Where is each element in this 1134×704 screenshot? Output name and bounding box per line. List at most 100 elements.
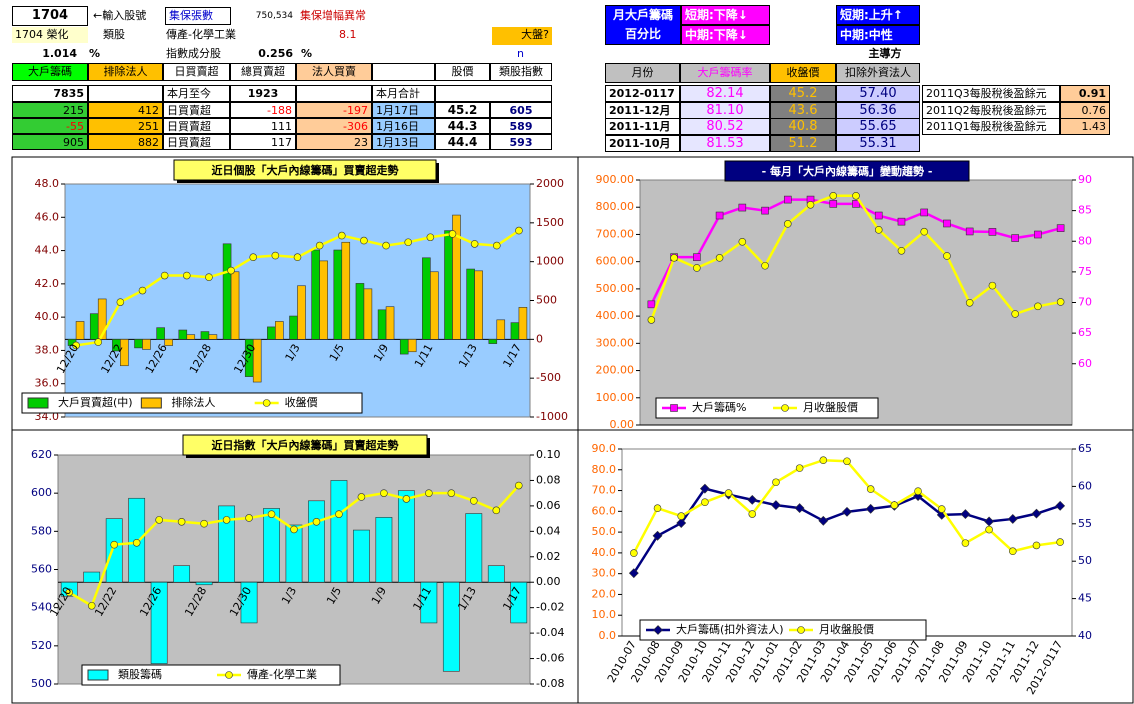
- tick-label: 90.0: [592, 442, 617, 455]
- tick-label: 80.0: [592, 463, 617, 476]
- bar: [156, 327, 165, 340]
- cell: 1月17日: [372, 102, 435, 118]
- title-box: [173, 159, 437, 181]
- pct1: %: [89, 47, 101, 60]
- bar: [333, 249, 343, 340]
- cell: 605: [490, 102, 552, 118]
- n-label: n: [517, 47, 524, 60]
- tick-label: 50: [1078, 554, 1092, 567]
- tick-label: 20.0: [592, 587, 617, 600]
- bar: [263, 508, 280, 583]
- cell: 251: [88, 118, 163, 134]
- point: [380, 489, 388, 497]
- point: [200, 519, 208, 528]
- cell: 45.2: [435, 102, 490, 118]
- point: [738, 203, 747, 212]
- header-cell: 月份: [605, 63, 680, 83]
- cell: 589: [490, 118, 552, 134]
- cell: 40.8: [770, 118, 836, 136]
- point: [425, 489, 433, 497]
- point: [1031, 508, 1042, 519]
- eps-label: 2011Q3每股稅後盈餘元: [922, 85, 1060, 102]
- tick-label: 46.0: [35, 210, 60, 223]
- point: [829, 200, 838, 208]
- point: [337, 231, 346, 240]
- bar: [385, 306, 395, 340]
- legend-swatch: [27, 397, 49, 409]
- point: [715, 254, 724, 262]
- bar: [430, 271, 439, 340]
- tick-label: 55: [1078, 517, 1092, 530]
- tick-label: 42.0: [35, 277, 60, 290]
- bar: [399, 339, 409, 355]
- point: [177, 517, 186, 526]
- point: [693, 253, 701, 261]
- header-cell: 排除法人: [88, 63, 163, 81]
- tick-label: 0.06: [536, 499, 561, 512]
- bar: [375, 517, 393, 583]
- cell: 82.14: [680, 85, 770, 102]
- chart-title: - 每月「大戶內線籌碼」變動趨勢 -: [762, 164, 933, 178]
- tick-label: 36.0: [35, 377, 60, 390]
- point: [771, 500, 781, 511]
- margin-label: 集保張數: [165, 7, 231, 25]
- cell: 日買賣超: [163, 134, 230, 150]
- tick-label: 40: [1078, 629, 1092, 642]
- cell: 51.2: [770, 135, 836, 153]
- eps-value: 0.91: [1060, 85, 1110, 102]
- tick-label: 540: [31, 601, 52, 614]
- point: [943, 252, 951, 260]
- bar: [397, 490, 415, 583]
- ratio2: 0.256: [258, 47, 293, 60]
- point: [852, 200, 860, 208]
- point: [470, 240, 479, 248]
- bar: [488, 339, 498, 344]
- cell: 2011-12月: [605, 101, 680, 119]
- cell: -197: [296, 102, 372, 118]
- point: [357, 493, 366, 501]
- cell: 本月至今: [163, 85, 230, 102]
- cell: 1月13日: [372, 134, 435, 150]
- point: [693, 264, 701, 272]
- tick-label: -0.06: [536, 652, 564, 665]
- point: [312, 517, 321, 526]
- cell: 882: [88, 134, 163, 150]
- point: [470, 496, 478, 505]
- point: [943, 219, 951, 228]
- tick-label: 44.0: [35, 244, 60, 257]
- legend-label: 大戶買賣超(中): [58, 395, 133, 409]
- bar: [186, 334, 196, 340]
- bar: [297, 285, 306, 340]
- tick-label: 85: [1078, 204, 1092, 217]
- point: [382, 241, 390, 250]
- tick-label: 0.0: [599, 629, 617, 642]
- tick-label: 0: [536, 332, 543, 345]
- point: [897, 217, 906, 226]
- header-cell: 收盤價: [770, 63, 836, 83]
- tick-label: 90: [1078, 173, 1092, 186]
- tick-label: 75: [1078, 265, 1092, 278]
- tick-label: 65: [1078, 442, 1092, 455]
- stock-code[interactable]: 1704: [12, 6, 88, 26]
- tick-label: 40.0: [35, 310, 60, 323]
- bar: [89, 313, 99, 340]
- mid-term-2: 中期:中性: [836, 25, 920, 45]
- point: [960, 509, 971, 520]
- point: [965, 298, 974, 307]
- tick-label: 0.02: [536, 550, 561, 563]
- bar: [308, 500, 325, 583]
- legend: [655, 397, 879, 419]
- bar: [200, 331, 210, 340]
- tick-label: 200.00: [596, 364, 635, 377]
- mid-term-1: 中期:下降↓: [681, 25, 770, 45]
- bar: [510, 322, 520, 340]
- tick-label: 45: [1078, 592, 1092, 605]
- cell: 56.36: [836, 101, 920, 119]
- cell: 117: [230, 134, 296, 150]
- tick-label: 900.00: [596, 173, 635, 186]
- cell: 7835: [12, 85, 88, 102]
- bar: [496, 319, 506, 340]
- point: [874, 211, 883, 220]
- tick-label: 600.00: [596, 255, 635, 268]
